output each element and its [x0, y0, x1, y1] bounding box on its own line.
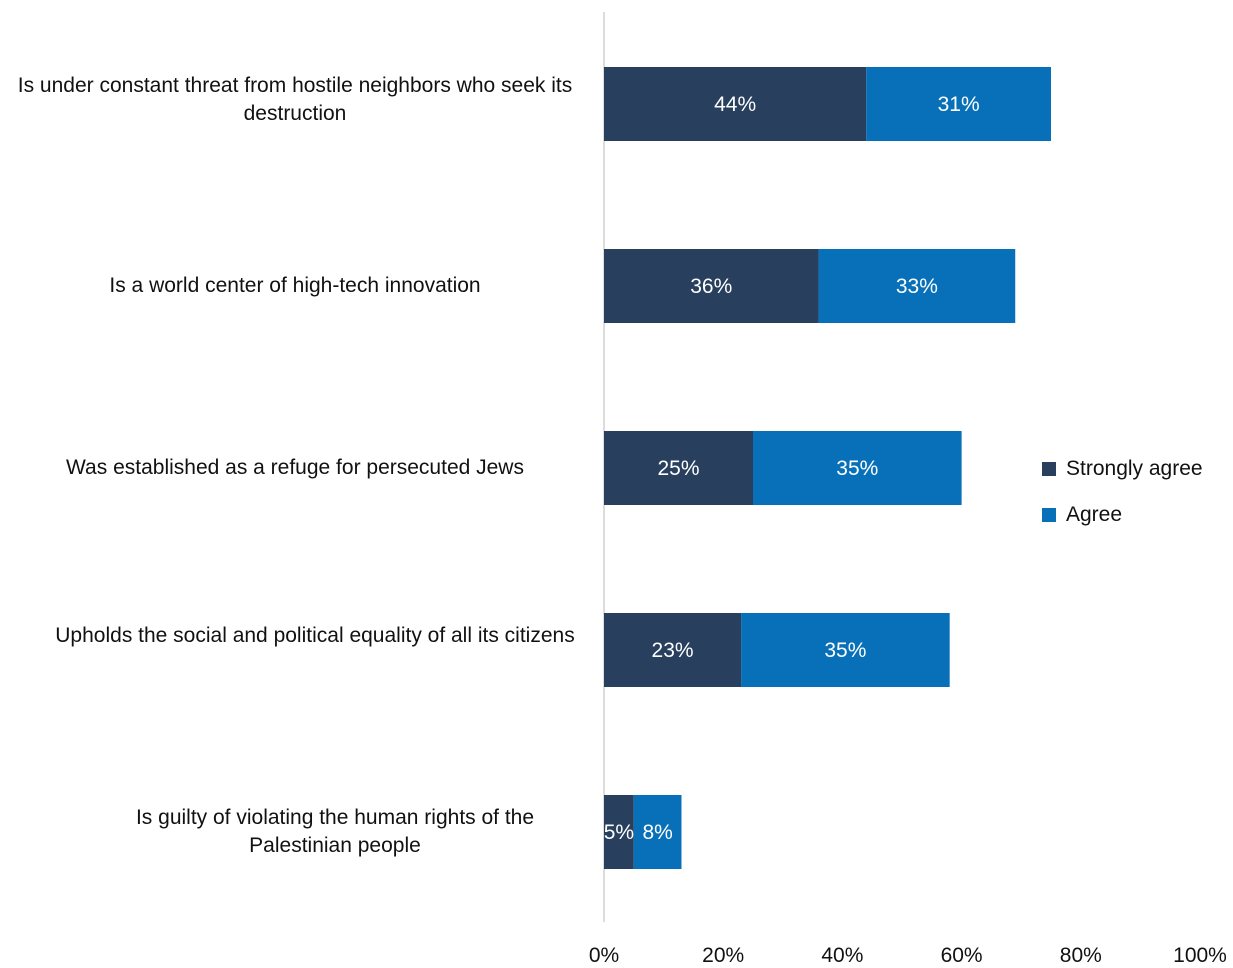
legend-swatch-agree [1042, 508, 1056, 522]
x-tick-label: 100% [1173, 944, 1227, 967]
x-tick-label: 60% [941, 944, 983, 967]
x-tick-label: 80% [1060, 944, 1102, 967]
bar-agree-0 [866, 67, 1051, 141]
data-label-agree-3: 35% [824, 639, 866, 662]
bar-strongly-agree-4 [604, 795, 634, 869]
legend-label-agree: Agree [1066, 503, 1123, 526]
data-label-strongly-agree-4: 5% [604, 821, 634, 844]
data-label-strongly-agree-0: 44% [714, 93, 756, 116]
data-label-strongly-agree-3: 23% [652, 639, 694, 662]
legend-item-agree: Agree [1042, 492, 1203, 538]
legend-item-strongly-agree: Strongly agree [1042, 446, 1203, 492]
data-label-agree-1: 33% [896, 275, 938, 298]
category-label-1: Is a world center of high-tech innovatio… [109, 274, 481, 297]
bar-strongly-agree-0 [604, 67, 867, 141]
bar-agree-4 [633, 795, 682, 869]
legend-label-strongly-agree: Strongly agree [1066, 457, 1203, 480]
bar-agree-1 [818, 249, 1016, 323]
category-label-4: Is guilty of violating the human rights … [135, 806, 535, 857]
category-label-0: Is under constant threat from hostile ne… [17, 74, 573, 125]
data-label-strongly-agree-2: 25% [657, 457, 699, 480]
bar-strongly-agree-1 [604, 249, 819, 323]
legend: Strongly agree Agree [1042, 446, 1203, 538]
bar-agree-3 [741, 613, 950, 687]
legend-swatch-strongly-agree [1042, 462, 1056, 476]
data-label-strongly-agree-1: 36% [690, 275, 732, 298]
category-label-2: Was established as a refuge for persecut… [66, 456, 524, 479]
x-tick-label: 20% [702, 944, 744, 967]
x-tick-label: 0% [589, 944, 619, 967]
category-label-3: Upholds the social and political equalit… [55, 624, 575, 647]
bar-strongly-agree-3 [604, 613, 742, 687]
data-label-agree-4: 8% [642, 821, 672, 844]
bar-strongly-agree-2 [604, 431, 753, 505]
data-label-agree-2: 35% [836, 457, 878, 480]
data-label-agree-0: 31% [938, 93, 980, 116]
x-tick-label: 40% [821, 944, 863, 967]
bar-agree-2 [753, 431, 962, 505]
